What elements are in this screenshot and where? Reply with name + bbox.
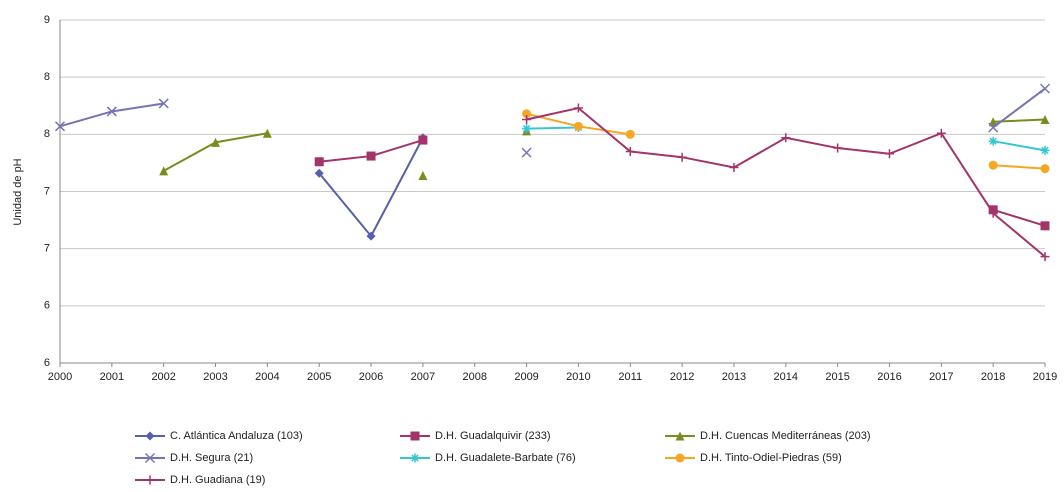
data-point <box>677 152 687 162</box>
x-tick-label: 2010 <box>566 371 590 383</box>
y-tick-label: 9 <box>44 14 50 26</box>
x-tick-label: 2000 <box>48 371 72 383</box>
data-point <box>522 124 532 134</box>
data-point <box>988 122 999 133</box>
data-point <box>314 157 324 167</box>
x-tick-label: 2005 <box>307 371 331 383</box>
x-tick-label: 2015 <box>825 371 849 383</box>
data-point <box>988 160 998 170</box>
x-tick-label: 2004 <box>255 371 279 383</box>
y-tick-label: 8 <box>44 71 50 83</box>
legend-marker <box>145 475 155 485</box>
data-point <box>522 114 532 124</box>
x-tick-label: 2006 <box>359 371 383 383</box>
data-point <box>106 106 117 117</box>
data-point <box>573 121 583 131</box>
data-point <box>988 117 998 127</box>
data-point <box>366 231 376 241</box>
data-point <box>936 128 946 138</box>
data-point <box>573 103 583 113</box>
legend-label: D.H. Guadalquivir (233) <box>435 430 551 442</box>
x-tick-label: 2013 <box>722 371 746 383</box>
legend-label: D.H. Guadalete-Barbate (76) <box>435 452 576 464</box>
legend-label: D.H. Guadiana (19) <box>170 474 265 486</box>
data-point <box>729 162 739 172</box>
data-point <box>159 166 169 176</box>
legend-marker <box>410 453 420 463</box>
data-point <box>522 109 532 119</box>
data-point <box>521 147 532 158</box>
legend-marker <box>675 431 685 441</box>
data-point <box>211 137 221 147</box>
series-line <box>526 106 1046 258</box>
y-tick-label: 7 <box>44 185 50 197</box>
legend-label: D.H. Cuencas Mediterráneas (203) <box>700 430 871 442</box>
legend-label: D.H. Tinto-Odiel-Piedras (59) <box>700 452 842 464</box>
data-point <box>884 149 894 159</box>
legend-marker <box>144 452 156 464</box>
x-tick-label: 2014 <box>774 371 798 383</box>
series-line <box>59 87 1046 129</box>
data-point <box>1040 221 1050 231</box>
x-tick-label: 2001 <box>100 371 124 383</box>
y-tick-label: 6 <box>44 300 50 312</box>
data-point <box>781 133 791 143</box>
legend-label: C. Atlántica Andaluza (103) <box>170 430 303 442</box>
x-tick-label: 2012 <box>670 371 694 383</box>
y-axis-label: Unidad de pH <box>12 158 24 225</box>
data-point <box>1040 164 1050 174</box>
data-point <box>625 129 635 139</box>
x-tick-label: 2003 <box>203 371 227 383</box>
series-line <box>526 126 1046 152</box>
x-tick-label: 2002 <box>151 371 175 383</box>
data-point <box>418 135 428 145</box>
data-point <box>625 146 635 156</box>
legend-marker <box>145 431 155 441</box>
x-tick-label: 2016 <box>877 371 901 383</box>
legend-marker <box>410 431 420 441</box>
data-point <box>1040 114 1050 124</box>
data-point <box>833 143 843 153</box>
x-tick-label: 2017 <box>929 371 953 383</box>
data-point <box>418 170 428 180</box>
data-point <box>1039 83 1051 94</box>
x-tick-label: 2009 <box>514 371 538 383</box>
data-point <box>1040 145 1050 155</box>
data-point <box>1040 252 1050 262</box>
data-point <box>314 168 324 178</box>
x-tick-label: 2008 <box>462 371 486 383</box>
legend-label: D.H. Segura (21) <box>170 452 253 464</box>
y-tick-label: 6 <box>44 357 50 369</box>
data-point <box>262 128 272 138</box>
legend-marker <box>675 453 685 463</box>
x-tick-label: 2018 <box>981 371 1005 383</box>
x-tick-label: 2011 <box>618 371 642 383</box>
y-tick-label: 8 <box>44 128 50 140</box>
x-tick-label: 2019 <box>1033 371 1057 383</box>
data-point <box>54 121 66 132</box>
data-point <box>988 208 998 218</box>
x-tick-label: 2007 <box>411 371 435 383</box>
y-tick-label: 7 <box>44 243 50 255</box>
data-point <box>366 151 376 161</box>
data-point <box>988 136 998 146</box>
data-point <box>158 98 169 109</box>
